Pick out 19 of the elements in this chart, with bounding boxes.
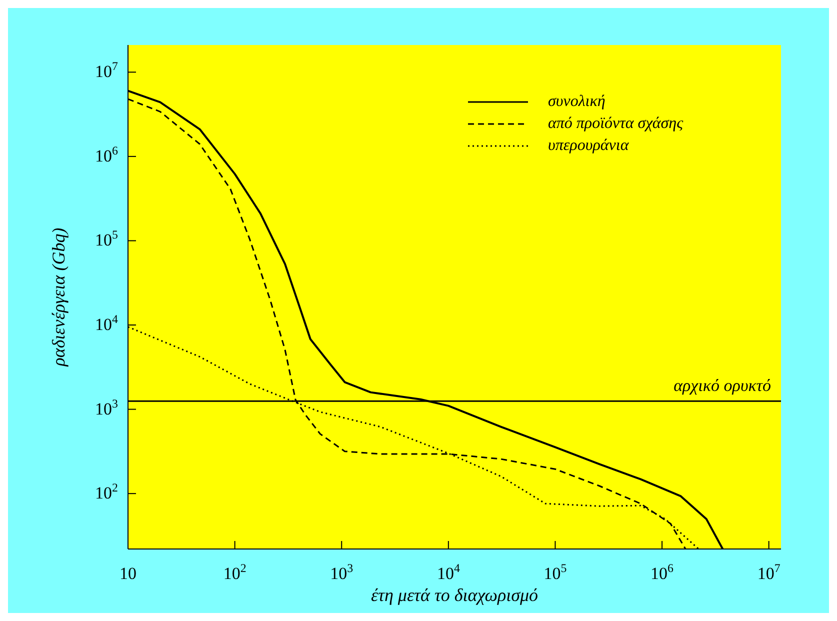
y-tick-label: 10$^{5}$: [95, 228, 118, 250]
x-tick-label: 10$^{7}$: [757, 561, 780, 583]
x-tick-label: 10$^{2}$: [223, 561, 246, 583]
x-tick-label: 10$^{5}$: [544, 561, 567, 583]
y-tick-label: 10$^{6}$: [95, 143, 118, 166]
legend-label: υπερουράνια: [548, 137, 629, 155]
y-tick-label: 10$^{2}$: [95, 480, 118, 503]
x-tick-label: 10: [120, 564, 136, 583]
x-axis-title: έτη μετά το διαχωρισμό: [370, 585, 538, 605]
x-tick-label: 10$^{4}$: [436, 561, 460, 583]
legend-label: από προϊόντα σχάσης: [548, 115, 684, 133]
x-tick-label: 10$^{6}$: [650, 561, 674, 583]
y-axis-title: ραδιενέργεια (Gbq): [48, 228, 68, 368]
x-tick-label: 10$^{3}$: [330, 561, 354, 583]
ref-line-label: αρχικό ορυκτό: [674, 376, 771, 396]
legend-label: συνολική: [548, 93, 606, 111]
y-tick-label: 10$^{3}$: [95, 396, 118, 418]
y-tick-label: 10$^{4}$: [95, 312, 118, 334]
y-tick-label: 10$^{7}$: [95, 59, 118, 82]
